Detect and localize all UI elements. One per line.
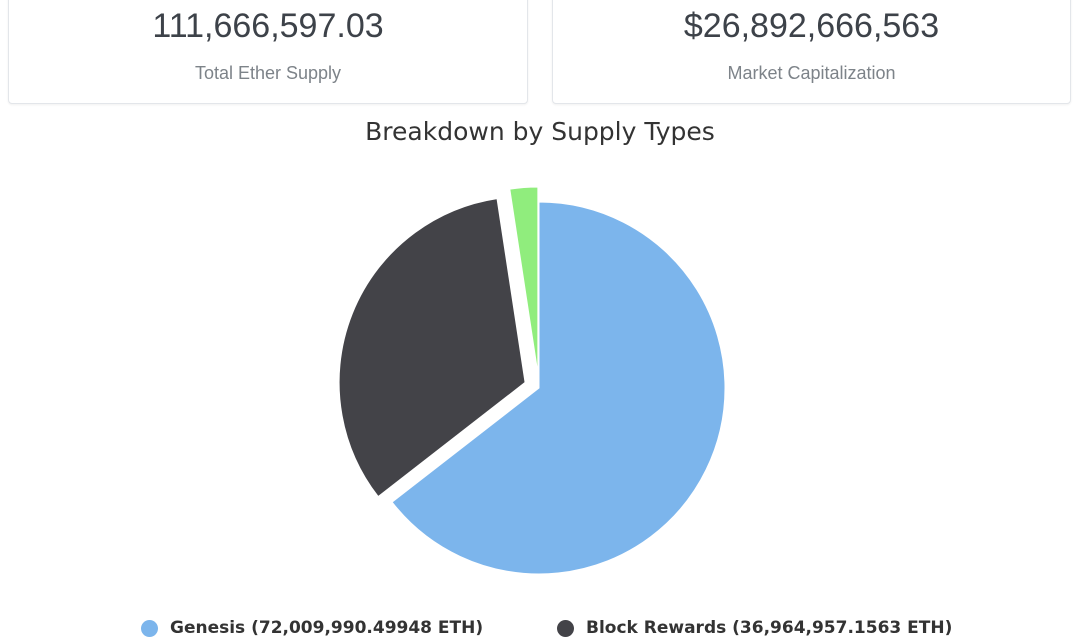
chart-legend: Genesis (72,009,990.49948 ETH) Block Rew… xyxy=(0,618,1080,641)
chart-title: Breakdown by Supply Types xyxy=(365,117,715,146)
market-cap-card: $26,892,666,563 Market Capitalization xyxy=(552,0,1071,104)
legend-item-genesis[interactable]: Genesis (72,009,990.49948 ETH) xyxy=(141,618,483,638)
market-cap-label: Market Capitalization xyxy=(727,63,896,83)
legend-label-genesis: Genesis (72,009,990.49948 ETH) xyxy=(170,618,484,638)
legend-label-block-rewards: Block Rewards (36,964,957.1563 ETH) xyxy=(586,618,953,638)
pie-slice-other[interactable] xyxy=(509,186,539,374)
legend-item-block-rewards[interactable]: Block Rewards (36,964,957.1563 ETH) xyxy=(557,618,952,638)
legend-swatch-block-rewards xyxy=(557,619,574,637)
pie-slice-genesis[interactable] xyxy=(391,201,726,575)
total-supply-card: 111,666,597.03 Total Ether Supply xyxy=(8,0,528,104)
legend-swatch-genesis xyxy=(141,619,158,637)
total-supply-value: 111,666,597.03 xyxy=(152,7,384,45)
total-supply-label: Total Ether Supply xyxy=(194,63,342,83)
market-cap-value: $26,892,666,563 xyxy=(683,7,940,45)
pie-slice-block-rewards[interactable] xyxy=(338,197,526,498)
